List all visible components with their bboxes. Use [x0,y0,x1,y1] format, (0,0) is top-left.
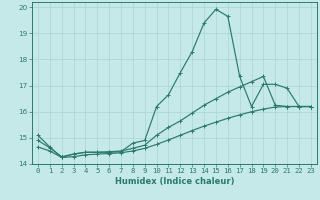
X-axis label: Humidex (Indice chaleur): Humidex (Indice chaleur) [115,177,234,186]
